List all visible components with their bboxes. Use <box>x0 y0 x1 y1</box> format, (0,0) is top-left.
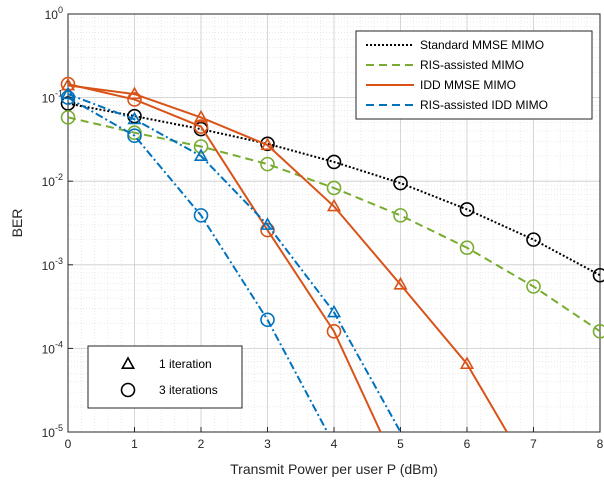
series-line <box>67 83 382 433</box>
data-point-marker <box>260 156 275 172</box>
marker-legend: 1 iteration 3 iterations <box>87 345 243 409</box>
data-point-marker <box>459 240 475 256</box>
data-point-marker <box>60 90 76 105</box>
marker-legend-label: 1 iteration <box>159 357 212 371</box>
x-axis-ticks: 0 1 2 3 4 5 6 7 8 <box>65 427 604 451</box>
series-line <box>67 96 329 433</box>
data-point-marker <box>193 208 209 223</box>
legend-label: IDD MMSE MIMO <box>420 78 516 92</box>
legend-marker <box>120 356 136 370</box>
data-point-marker <box>193 139 209 154</box>
y-tick-label: 10-5 <box>42 423 63 440</box>
data-point-marker <box>260 312 275 328</box>
x-tick-label: 6 <box>464 437 471 451</box>
data-point-marker <box>393 276 408 290</box>
data-point-marker <box>393 175 408 191</box>
series-line <box>67 116 601 333</box>
data-point-marker <box>260 137 275 151</box>
data-point-marker <box>193 148 209 162</box>
data-point-marker <box>260 136 275 152</box>
data-point-marker <box>326 324 342 339</box>
data-point-marker <box>193 109 209 123</box>
data-point-marker <box>127 111 142 125</box>
x-tick-label: 8 <box>597 437 604 451</box>
data-point-marker <box>326 304 342 318</box>
data-point-marker <box>127 128 142 144</box>
series-line <box>67 84 508 433</box>
data-point-marker <box>60 96 76 111</box>
data-point-marker <box>592 267 604 283</box>
x-tick-label: 1 <box>131 437 138 451</box>
y-tick-label: 10-1 <box>42 89 63 106</box>
y-axis-label: BER <box>9 209 25 238</box>
x-tick-label: 3 <box>264 437 271 451</box>
marker-legend-box <box>87 345 243 409</box>
data-point-marker <box>459 202 475 217</box>
data-point-marker <box>260 217 275 230</box>
x-axis-label: Transmit Power per user P (dBm) <box>230 461 438 477</box>
data-point-marker <box>193 119 209 134</box>
legend-marker <box>120 382 136 398</box>
data-point-marker <box>127 92 142 107</box>
y-tick-label: 10-3 <box>42 256 63 273</box>
y-axis-ticks: 100 10-1 10-2 10-3 10-4 10-5 <box>42 5 73 440</box>
series-line <box>67 93 402 433</box>
y-tick-label: 10-2 <box>42 172 63 189</box>
data-point-marker <box>393 208 408 223</box>
data-point-marker <box>592 324 604 339</box>
legend-label: RIS-assisted MIMO <box>420 58 524 72</box>
legend-label: RIS-assisted IDD MIMO <box>420 98 548 112</box>
marker-legend-label: 3 iterations <box>159 383 218 397</box>
data-point-marker <box>326 198 342 212</box>
series-legend: Standard MMSE MIMO RIS-assisted MIMO IDD M… <box>355 30 593 120</box>
x-tick-label: 4 <box>331 437 338 451</box>
data-point-marker <box>459 356 475 370</box>
series-5 <box>60 90 329 433</box>
data-point-marker <box>326 154 342 170</box>
series-1 <box>60 110 604 339</box>
x-tick-label: 2 <box>198 437 205 451</box>
y-tick-label: 100 <box>45 5 63 22</box>
data-point-marker <box>526 232 541 247</box>
data-point-marker <box>526 279 541 294</box>
data-point-marker <box>326 180 342 196</box>
data-point-marker <box>127 108 142 124</box>
x-tick-label: 0 <box>65 437 72 451</box>
series-layer <box>60 76 604 433</box>
legend-label: Standard MMSE MIMO <box>420 38 544 52</box>
x-tick-label: 5 <box>397 437 404 451</box>
x-tick-label: 7 <box>530 437 537 451</box>
series-line <box>67 102 601 277</box>
y-tick-label: 10-4 <box>42 339 63 356</box>
data-point-marker <box>60 110 76 125</box>
